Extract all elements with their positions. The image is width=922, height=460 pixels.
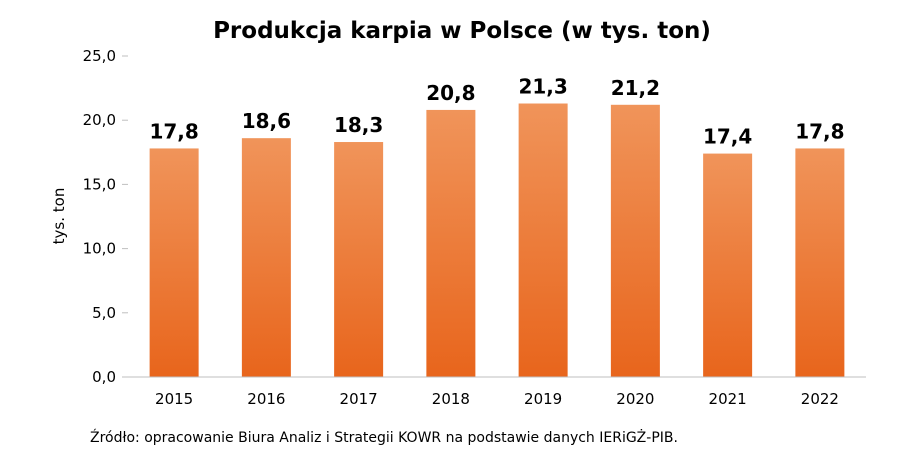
x-tick-label-2017: 2017 [340,390,378,408]
y-axis-ticks: 0,0 5,0 10,0 15,0 20,0 25,0 [83,47,128,386]
x-tick-label-2020: 2020 [616,390,654,408]
data-label-2016: 18,6 [242,109,291,133]
bar-2016 [241,138,291,377]
x-axis-ticks: 2015 2016 2017 2018 2019 2020 2021 2022 [155,390,839,408]
x-tick-label-2018: 2018 [432,390,470,408]
bar-2019 [518,103,568,378]
data-label-2018: 20,8 [426,81,475,105]
data-label-2017: 18,3 [334,113,383,137]
y-axis-label: tys. ton [50,188,68,245]
bar-2018 [426,109,476,377]
data-label-2019: 21,3 [518,75,567,99]
y-tick-label: 15,0 [83,175,116,193]
data-label-2015: 17,8 [149,119,198,143]
data-labels: 17,8 18,6 18,3 20,8 21,3 21,2 17,4 17,8 [149,75,844,149]
x-tick-label-2022: 2022 [801,390,839,408]
data-label-2020: 21,2 [611,76,660,100]
bar-2017 [334,142,384,377]
y-tick-label: 5,0 [92,304,116,322]
bar-2021 [703,153,753,377]
source-note: Źródło: opracowanie Biura Analiz i Strat… [90,428,678,446]
bar-2015 [149,148,199,377]
bars [149,103,845,378]
y-tick-label: 20,0 [83,111,116,129]
data-label-2021: 17,4 [703,125,752,149]
x-tick-label-2016: 2016 [247,390,285,408]
chart-title: Produkcja karpia w Polsce (w tys. ton) [213,18,711,44]
y-tick-label: 0,0 [92,368,116,386]
y-tick-label: 10,0 [83,240,116,258]
x-tick-label-2021: 2021 [709,390,747,408]
x-tick-label-2015: 2015 [155,390,193,408]
data-label-2022: 17,8 [795,119,844,143]
y-tick-label: 25,0 [83,47,116,65]
bar-2020 [610,104,660,378]
x-tick-label-2019: 2019 [524,390,562,408]
bar-2022 [795,148,845,377]
